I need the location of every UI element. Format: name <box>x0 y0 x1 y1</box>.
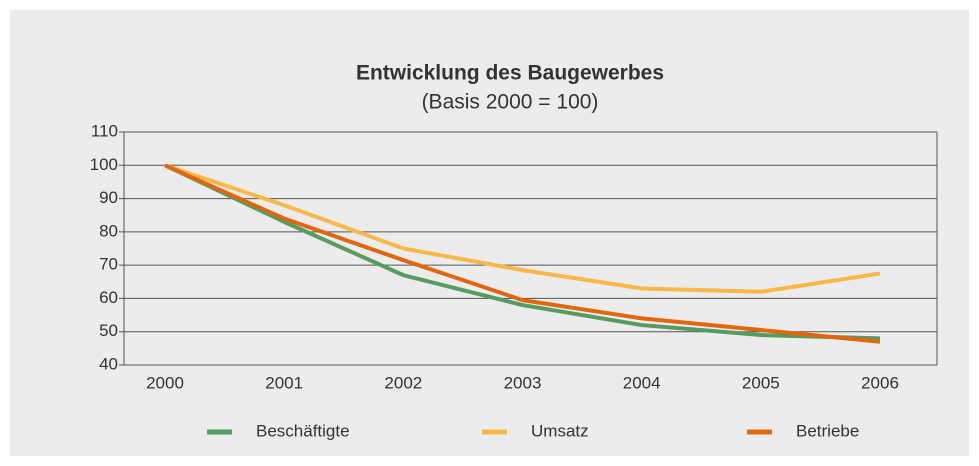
series-line <box>164 163 881 344</box>
panel <box>10 10 969 456</box>
x-tick-label: 2006 <box>861 373 899 392</box>
y-tick-label: 110 <box>91 121 118 140</box>
y-tick-label: 80 <box>99 221 118 240</box>
x-tick-label: 2002 <box>384 373 422 392</box>
legend-label: Umsatz <box>531 421 589 440</box>
y-tick-label: 50 <box>99 321 118 340</box>
y-tick-label: 70 <box>99 255 118 274</box>
series-line <box>164 163 881 341</box>
legend-label: Beschäftigte <box>256 421 350 440</box>
y-tick-label: 90 <box>99 188 118 207</box>
x-tick-label: 2005 <box>742 373 780 392</box>
x-tick-label: 2001 <box>265 373 303 392</box>
y-tick-label: 100 <box>90 155 118 174</box>
y-tick-label: 60 <box>99 288 118 307</box>
legend-label: Betriebe <box>796 421 859 440</box>
chart-title: Entwicklung des Baugewerbes <box>356 62 664 85</box>
series-line <box>164 163 881 294</box>
x-tick-label: 2004 <box>623 373 661 392</box>
chart-subtitle: (Basis 2000 = 100) <box>422 91 599 114</box>
y-tick-label: 40 <box>99 354 118 373</box>
x-tick-label: 2003 <box>504 373 542 392</box>
x-tick-label: 2000 <box>146 373 184 392</box>
